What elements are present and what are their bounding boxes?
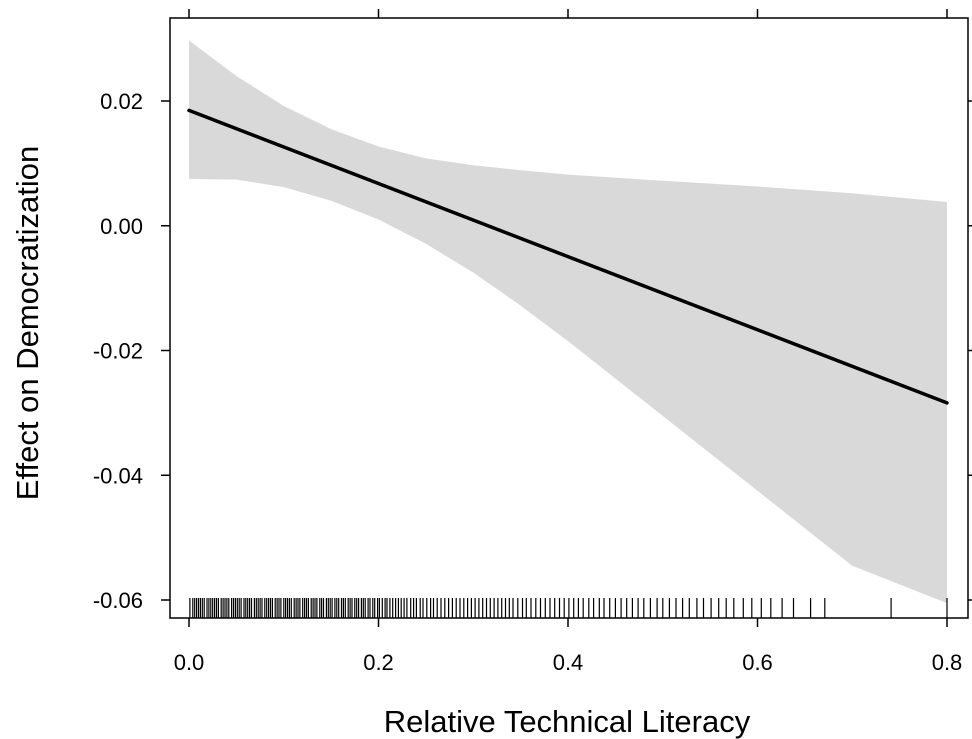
x-tick-label: 0.8 [932,650,963,675]
rug-layer [189,598,948,618]
x-tick-label: 0.6 [742,650,773,675]
y-tick-label: 0.02 [100,89,143,114]
y-tick-label: -0.02 [93,339,143,364]
y-axis-title: Effect on Democratization [10,146,45,500]
axis-ticks [161,9,972,627]
x-tick-label: 0.4 [553,650,584,675]
series-layer [187,108,949,405]
confidence-band [189,40,947,604]
x-tick-labels: 0.0 0.2 0.4 0.6 0.8 [174,650,963,675]
x-axis-title: Relative Technical Literacy [384,704,751,739]
plot-frame [169,17,969,619]
fit-line-0 [187,108,949,405]
y-tick-labels: 0.02 0.00 -0.02 -0.04 -0.06 [93,89,143,613]
x-tick-label: 0.0 [174,650,205,675]
confidence-band-layer [189,40,947,604]
y-tick-label: -0.04 [93,463,143,488]
y-tick-label: 0.00 [100,214,143,239]
x-tick-label: 0.2 [363,650,394,675]
y-tick-label: -0.06 [93,588,143,613]
